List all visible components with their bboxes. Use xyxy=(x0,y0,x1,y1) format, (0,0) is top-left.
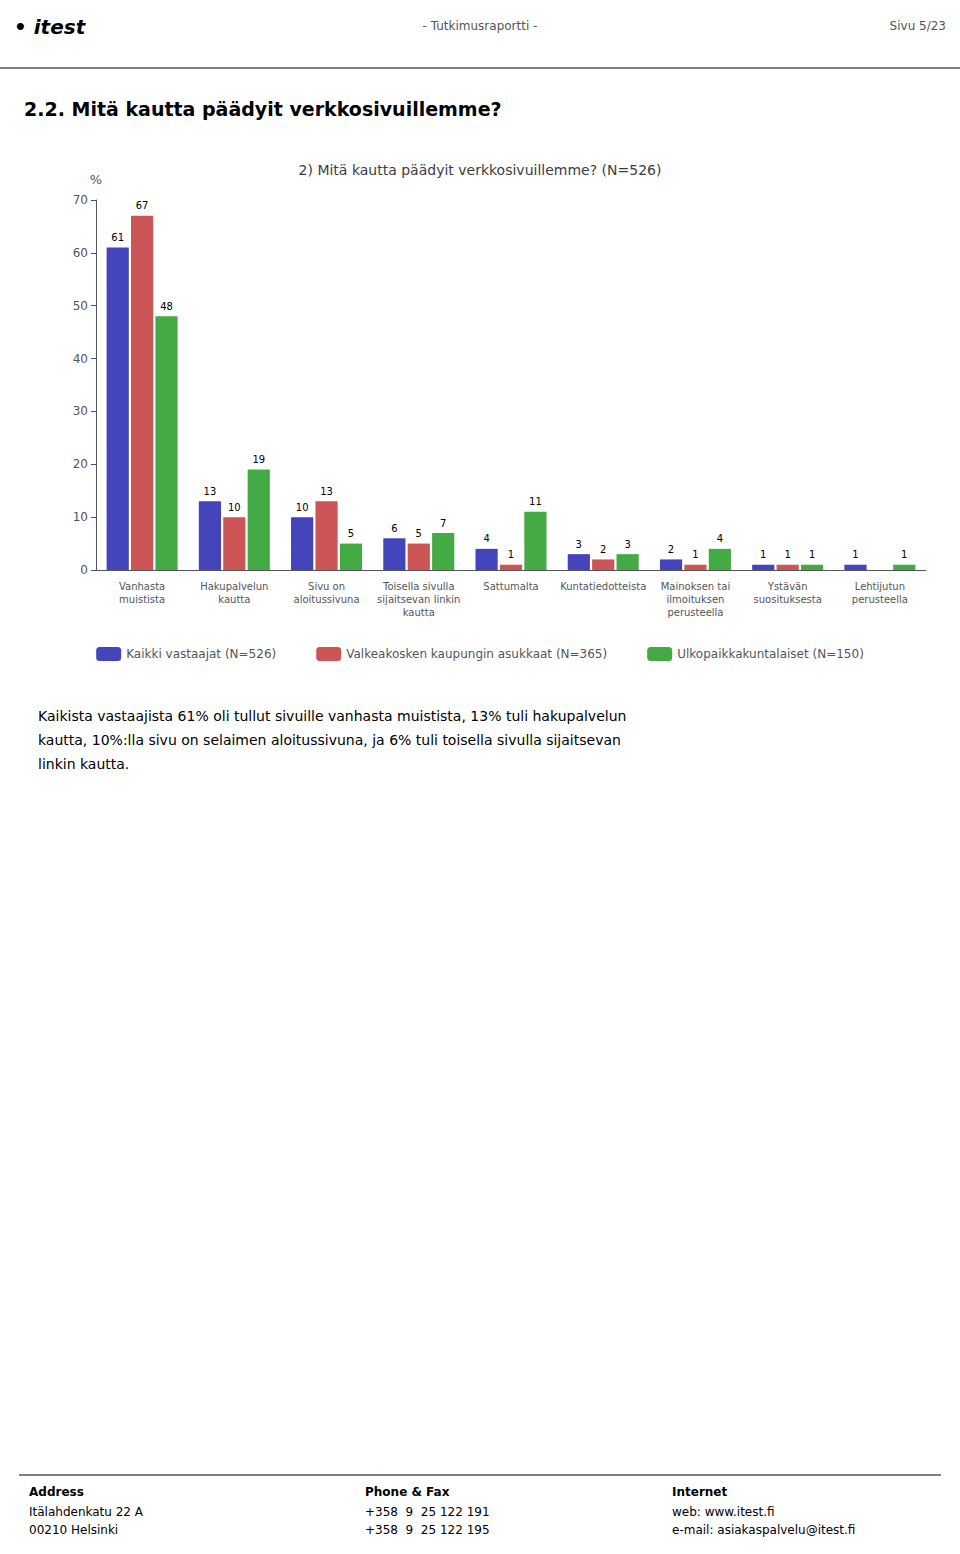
svg-text:1: 1 xyxy=(809,549,815,560)
svg-text:Sivu 5/23: Sivu 5/23 xyxy=(890,19,946,33)
svg-text:5: 5 xyxy=(416,528,422,539)
svg-text:Internet: Internet xyxy=(672,1485,727,1499)
svg-text:Lehtijutun: Lehtijutun xyxy=(855,581,905,592)
svg-text:61: 61 xyxy=(111,232,124,243)
svg-text:e-mail: asiakaspalvelu@itest.f: e-mail: asiakaspalvelu@itest.fi xyxy=(672,1523,855,1537)
svg-text:2) Mitä kautta päädyit verkkos: 2) Mitä kautta päädyit verkkosivuillemme… xyxy=(299,162,662,178)
svg-text:kautta: kautta xyxy=(218,594,250,605)
svg-text:10: 10 xyxy=(73,510,88,524)
svg-text:67: 67 xyxy=(136,200,149,211)
svg-text:kautta: kautta xyxy=(403,607,435,618)
svg-text:perusteella: perusteella xyxy=(852,594,908,605)
svg-text:sijaitsevan linkin: sijaitsevan linkin xyxy=(377,594,460,605)
svg-text:Mainoksen tai: Mainoksen tai xyxy=(661,581,731,592)
svg-text:70: 70 xyxy=(73,193,88,207)
svg-text:Kuntatiedotteista: Kuntatiedotteista xyxy=(560,581,646,592)
svg-text:13: 13 xyxy=(320,486,333,497)
svg-text:10: 10 xyxy=(296,502,309,513)
svg-text:1: 1 xyxy=(852,549,858,560)
svg-text:Sivu on: Sivu on xyxy=(308,581,345,592)
svg-text:- Tutkimusraportti -: - Tutkimusraportti - xyxy=(423,19,538,33)
svg-text:suosituksesta: suosituksesta xyxy=(754,594,822,605)
svg-text:Itälahdenkatu 22 A: Itälahdenkatu 22 A xyxy=(29,1505,144,1519)
svg-text:Valkeakosken kaupungin asukkaa: Valkeakosken kaupungin asukkaat (N=365) xyxy=(346,647,607,661)
svg-text:Sattumalta: Sattumalta xyxy=(483,581,538,592)
svg-text:6: 6 xyxy=(391,523,397,534)
svg-text:kautta, 10%:lla sivu on selaim: kautta, 10%:lla sivu on selaimen aloitus… xyxy=(38,732,621,748)
svg-text:20: 20 xyxy=(73,457,88,471)
svg-text:10: 10 xyxy=(228,502,241,513)
svg-text:+358 9 25 122 195: +358 9 25 122 195 xyxy=(365,1523,490,1537)
svg-text:11: 11 xyxy=(529,496,542,507)
svg-text:3: 3 xyxy=(624,539,630,550)
svg-text:web: www.itest.fi: web: www.itest.fi xyxy=(672,1505,775,1519)
svg-text:5: 5 xyxy=(348,528,354,539)
svg-text:60: 60 xyxy=(73,246,88,260)
svg-text:2.2. Mitä kautta päädyit verkk: 2.2. Mitä kautta päädyit verkkosivuillem… xyxy=(24,98,502,120)
svg-text:muistista: muistista xyxy=(119,594,165,605)
svg-text:Toisella sivulla: Toisella sivulla xyxy=(382,581,454,592)
svg-text:Phone & Fax: Phone & Fax xyxy=(365,1485,450,1499)
svg-text:19: 19 xyxy=(252,454,265,465)
svg-text:3: 3 xyxy=(576,539,582,550)
svg-text:13: 13 xyxy=(204,486,217,497)
svg-text:aloitussivuna: aloitussivuna xyxy=(294,594,360,605)
svg-text:00210 Helsinki: 00210 Helsinki xyxy=(29,1523,118,1537)
svg-text:1: 1 xyxy=(784,549,790,560)
svg-text:perusteella: perusteella xyxy=(667,607,723,618)
svg-text:ilmoituksen: ilmoituksen xyxy=(666,594,724,605)
svg-text:2: 2 xyxy=(668,544,674,555)
svg-text:• itest: • itest xyxy=(14,15,87,39)
svg-text:2: 2 xyxy=(600,544,606,555)
svg-text:7: 7 xyxy=(440,518,446,529)
svg-text:Kaikki vastaajat (N=526): Kaikki vastaajat (N=526) xyxy=(126,647,276,661)
svg-text:30: 30 xyxy=(73,404,88,418)
svg-text:4: 4 xyxy=(717,533,723,544)
svg-text:1: 1 xyxy=(692,549,698,560)
svg-text:0: 0 xyxy=(80,563,88,577)
svg-text:1: 1 xyxy=(760,549,766,560)
svg-text:48: 48 xyxy=(160,301,173,312)
svg-text:Ystävän: Ystävän xyxy=(767,581,808,592)
svg-text:linkin kautta.: linkin kautta. xyxy=(38,756,129,772)
svg-text:1: 1 xyxy=(901,549,907,560)
svg-text:Ulkopaikkakuntalaiset (N=150): Ulkopaikkakuntalaiset (N=150) xyxy=(677,647,864,661)
svg-text:+358 9 25 122 191: +358 9 25 122 191 xyxy=(365,1505,490,1519)
svg-text:Hakupalvelun: Hakupalvelun xyxy=(200,581,268,592)
svg-text:40: 40 xyxy=(73,352,88,366)
svg-text:Kaikista vastaajista 61% oli t: Kaikista vastaajista 61% oli tullut sivu… xyxy=(38,708,626,724)
svg-text:50: 50 xyxy=(73,299,88,313)
svg-text:%: % xyxy=(90,172,102,187)
svg-text:Vanhasta: Vanhasta xyxy=(119,581,165,592)
svg-text:4: 4 xyxy=(483,533,489,544)
svg-text:1: 1 xyxy=(508,549,514,560)
svg-text:Address: Address xyxy=(29,1485,84,1499)
